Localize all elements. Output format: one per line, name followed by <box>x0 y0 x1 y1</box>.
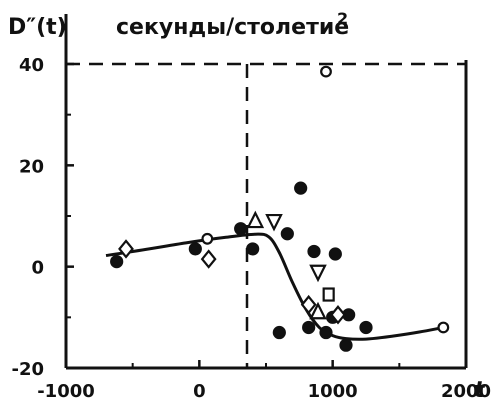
point-open-square <box>322 287 335 302</box>
point-open-triangle-down <box>265 213 283 232</box>
point-open-triangle-down <box>309 264 327 283</box>
point-filled-circle <box>246 242 260 256</box>
point-filled-circle <box>328 247 342 261</box>
point-filled-circle <box>359 320 373 335</box>
trend-curve <box>105 232 444 341</box>
y-tick-label: 20 <box>19 156 44 177</box>
y-tick-label: 0 <box>31 258 44 279</box>
x-tick-label: -1000 <box>37 381 95 402</box>
point-open-triangle-up <box>309 301 327 320</box>
point-filled-circle <box>302 320 316 335</box>
point-filled-circle <box>188 242 202 256</box>
point-open-triangle-up <box>246 210 265 229</box>
units-superscript: 2 <box>337 9 348 28</box>
point-filled-circle <box>294 181 308 195</box>
data-points <box>110 65 450 352</box>
ylabel-d2t: D″(t) <box>8 15 67 40</box>
point-filled-circle <box>272 325 286 340</box>
point-open-circle <box>437 321 450 334</box>
point-filled-circle <box>307 244 321 259</box>
point-filled-circle <box>339 338 353 352</box>
point-filled-circle <box>280 227 294 241</box>
x-tick-label: 2000 <box>441 381 491 402</box>
point-filled-circle <box>110 255 124 269</box>
point-open-diamond <box>200 249 217 269</box>
ticks-group <box>64 62 468 370</box>
point-open-diamond <box>118 239 134 259</box>
point-filled-circle <box>319 325 333 340</box>
units-label: секунды/столетие <box>116 15 349 40</box>
y-tick-label: -20 <box>11 359 44 380</box>
point-open-circle <box>320 65 332 78</box>
x-tick-label: 1000 <box>308 381 358 402</box>
point-filled-circle <box>234 222 248 236</box>
y-tick-label: 40 <box>19 55 44 76</box>
x-tick-label: 0 <box>193 381 206 402</box>
tick-labels-group: -1000 0 1000 2000 -20 0 20 40 <box>11 55 491 402</box>
point-open-diamond <box>300 294 317 315</box>
point-open-circle <box>201 232 214 245</box>
xlabel-t: t <box>474 378 486 403</box>
point-open-diamond <box>330 305 346 325</box>
